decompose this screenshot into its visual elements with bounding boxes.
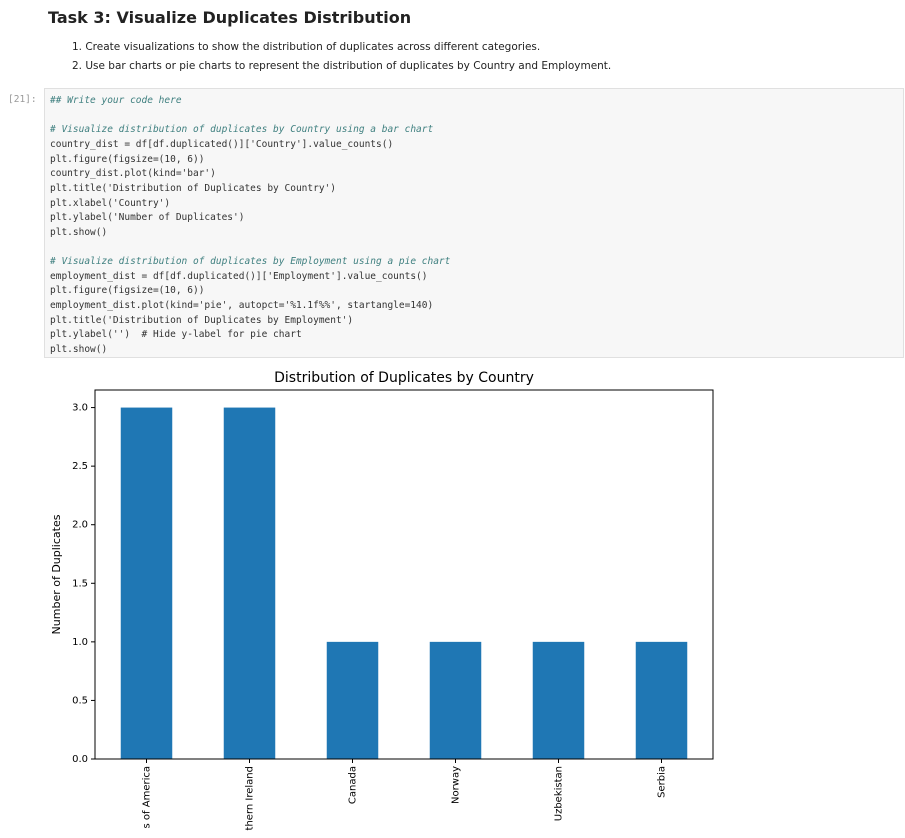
bar [429,641,482,759]
x-tick-label: Norway [451,766,462,804]
bar [326,641,379,759]
x-tick-label: Uzbekistan [554,766,565,821]
chart: Distribution of Duplicates by Country Num… [50,370,714,830]
y-tick-label: 2.5 [72,461,88,472]
code-line: plt.title('Distribution of Duplicates by… [50,314,354,326]
code-line: plt.title('Distribution of Duplicates by… [50,182,336,194]
y-tick-label: 1.5 [72,578,88,589]
x-tick-label: Serbia [657,766,668,798]
x-tick-label: s of America [142,766,153,828]
code-line: # Visualize distribution of duplicates b… [50,256,451,268]
y-axis-label: Number of Duplicates [50,514,63,634]
y-tick-label: 1.0 [72,637,88,648]
code-line: ## Write your code here [50,95,182,106]
y-tick-label: 0.0 [72,754,88,765]
cell-prompt: [21]: [8,94,37,105]
code-line: # Visualize distribution of duplicates b… [50,124,434,136]
y-tick-label: 0.5 [72,695,88,706]
y-tick-label: 3.0 [72,403,88,414]
x-tick-label: thern Ireland [245,766,256,830]
code-line: country_dist.plot(kind='bar') [50,168,216,180]
code-line: plt.figure(figsize=(10, 6)) [50,285,205,297]
plot-frame [94,389,714,760]
instruction: 2. Use bar charts or pie charts to repre… [72,60,612,72]
bar [635,641,688,759]
code-line: plt.xlabel('Country') [50,197,171,209]
code-line: plt.ylabel('') # Hide y-label for pie ch… [50,329,302,341]
code-line: plt.show() [50,226,108,238]
code-line: employment_dist.plot(kind='pie', autopct… [50,300,434,312]
bar [120,407,173,759]
code-line: employment_dist = df[df.duplicated()]['E… [50,270,428,282]
code-line: plt.ylabel('Number of Duplicates') [50,212,245,224]
heading: Task 3: Visualize Duplicates Distributio… [48,8,412,27]
chart-title: Distribution of Duplicates by Country [274,370,534,386]
bar [223,407,276,759]
instruction: 1. Create visualizations to show the dis… [72,41,541,53]
code-cell[interactable]: ## Write your code here # Visualize distr… [44,88,904,358]
code-line: country_dist = df[df.duplicated()]['Coun… [50,138,394,150]
y-tick-label: 2.0 [72,520,88,531]
code-line: plt.show() [50,344,108,356]
bar [532,641,585,759]
x-tick-label: Canada [348,766,359,804]
code-line: plt.figure(figsize=(10, 6)) [50,153,205,165]
